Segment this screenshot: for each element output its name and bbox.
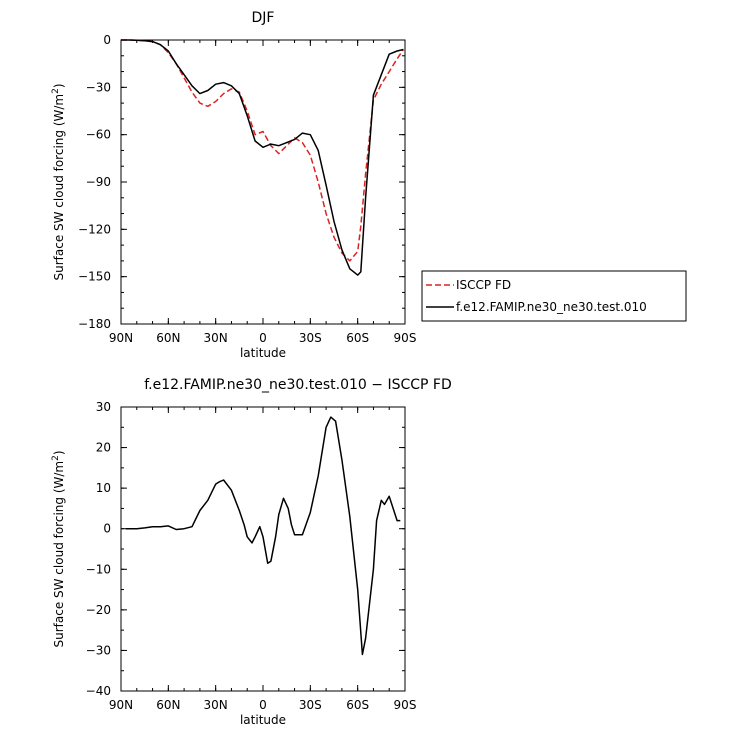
series-line-f-e12-famip-ne30-ne30-test-010 <box>121 39 404 276</box>
y-tick-label: −60 <box>86 128 111 142</box>
y-axis-title: Surface SW cloud forcing (W/m2) <box>51 83 66 280</box>
x-tick-label: 30S <box>299 331 322 345</box>
x-tick-label: 90S <box>394 698 417 712</box>
x-tick-label: 60S <box>346 331 369 345</box>
x-tick-label: 30N <box>204 698 228 712</box>
x-tick-label: 60N <box>156 331 180 345</box>
x-tick-label: 60N <box>156 698 180 712</box>
y-tick-label: 20 <box>96 441 111 455</box>
y-tick-label: 0 <box>103 522 111 536</box>
y-tick-label: 30 <box>96 400 111 414</box>
top-panel: DJF 90N 60N 30N 0 30S 60S 90S 0 −30 −60 −90 −120 −150… <box>51 10 687 360</box>
plot-frame <box>120 39 406 325</box>
x-tick-label: 0 <box>259 698 267 712</box>
y-tick-label: −90 <box>86 175 111 189</box>
legend-label: ISCCP FD <box>456 278 511 292</box>
x-tick-label: 90N <box>109 331 133 345</box>
legend-box <box>421 270 687 322</box>
x-axis-title: latitude <box>240 713 286 727</box>
y-tick-label: −180 <box>78 317 111 331</box>
plot-title: DJF <box>252 10 275 26</box>
y-tick-label: −30 <box>86 643 111 657</box>
y-axis-title: Surface SW cloud forcing (W/m2) <box>51 450 66 647</box>
legend-label: f.e12.FAMIP.ne30_ne30.test.010 <box>456 300 647 314</box>
series-line-difference <box>125 416 401 656</box>
x-tick-label: 60S <box>346 698 369 712</box>
x-axis-title: latitude <box>240 346 286 360</box>
x-tick-label: 30S <box>299 698 322 712</box>
y-tick-label: −30 <box>86 80 111 94</box>
x-tick-label: 90S <box>394 331 417 345</box>
legend: ISCCP FD f.e12.FAMIP.ne30_ne30.test.010 <box>421 270 687 322</box>
y-tick-label: −10 <box>86 562 111 576</box>
bottom-panel: f.e12.FAMIP.ne30_ne30.test.010 − ISCCP F… <box>51 377 452 727</box>
y-tick-label: −150 <box>78 270 111 284</box>
y-tick-label: −20 <box>86 603 111 617</box>
y-tick-label: 10 <box>96 481 111 495</box>
x-tick-label: 30N <box>204 331 228 345</box>
series-line-isccp-fd <box>121 39 405 262</box>
y-tick-label: −120 <box>78 222 111 236</box>
x-tick-label: 90N <box>109 698 133 712</box>
y-tick-label: 0 <box>103 33 111 47</box>
x-tick-label: 0 <box>259 331 267 345</box>
plot-title: f.e12.FAMIP.ne30_ne30.test.010 − ISCCP F… <box>144 377 452 393</box>
y-tick-label: −40 <box>86 684 111 698</box>
